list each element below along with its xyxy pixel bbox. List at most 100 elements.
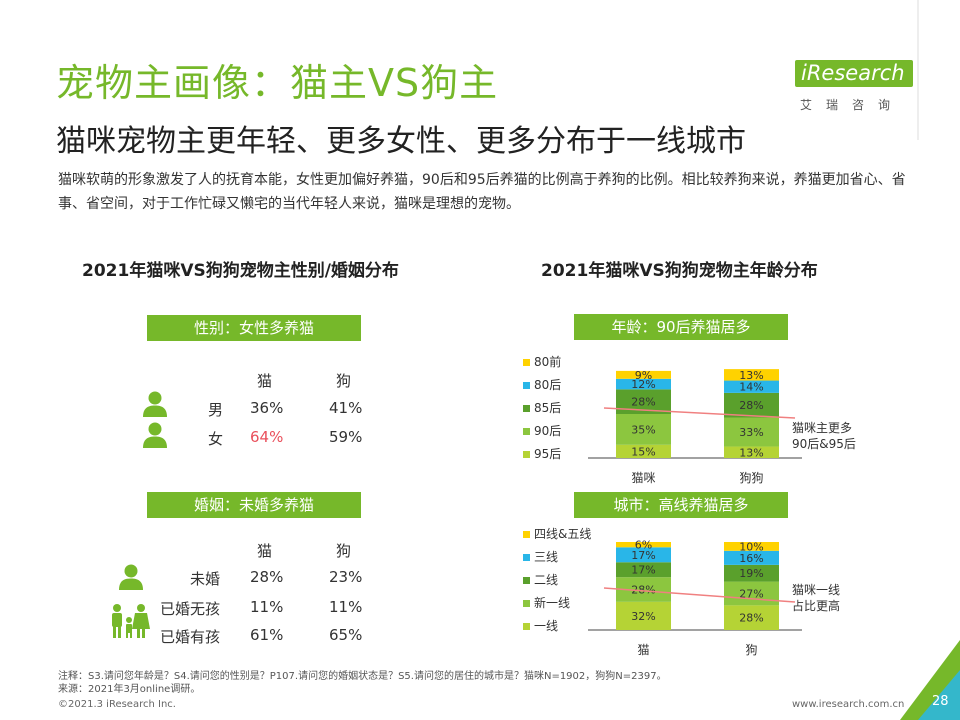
bar-segment (616, 444, 671, 458)
annotation-text: 猫咪一线 (792, 583, 840, 597)
gender-female-cat-highlight: 64% (250, 428, 284, 446)
marriage-withchild-cat: 61% (250, 626, 284, 644)
data-label: 14% (739, 381, 763, 394)
bar-segment (724, 392, 779, 418)
bar-segment (724, 564, 779, 582)
legend-label: 90后 (534, 424, 561, 438)
legend-swatch (523, 577, 530, 584)
gender-row-label: 女 (208, 430, 224, 448)
single-person-icon (119, 564, 143, 590)
data-label: 17% (631, 549, 655, 562)
category-label: 狗 (745, 643, 757, 657)
legend-label: 四线&五线 (534, 527, 591, 541)
data-label: 27% (739, 587, 763, 600)
legend-swatch (523, 405, 530, 412)
gender-female-dog: 59% (329, 428, 363, 446)
data-label: 16% (739, 552, 763, 565)
legend-swatch (523, 600, 530, 607)
bar-segment (616, 562, 671, 578)
legend-swatch (523, 382, 530, 389)
legend-label: 二线 (534, 573, 558, 587)
female-person-icon (143, 422, 167, 448)
data-label: 12% (631, 378, 655, 391)
bar-segment (616, 378, 671, 390)
data-label: 19% (739, 567, 763, 580)
marriage-row-label: 已婚无孩 (160, 600, 221, 618)
category-label: 猫咪 (631, 471, 655, 485)
comparison-line (603, 587, 796, 603)
gender-col-dog: 狗 (336, 372, 352, 390)
bar-segment (724, 417, 779, 447)
iresearch-logo: iResearch (795, 60, 913, 87)
marriage-col-dog: 狗 (336, 542, 352, 560)
marriage-col-cat: 猫 (257, 542, 273, 560)
data-label: 15% (631, 445, 655, 458)
marriage-unmarried-cat: 28% (250, 568, 284, 586)
category-label: 猫 (637, 643, 649, 657)
bar-segment (616, 370, 671, 379)
copyright: ©2021.3 iResearch Inc. (58, 699, 176, 710)
bar-segment (616, 547, 671, 563)
bar-segment (616, 414, 671, 445)
data-label: 10% (739, 540, 763, 553)
legend-label: 80后 (534, 378, 561, 392)
legend-label: 一线 (534, 619, 558, 633)
data-label: 13% (739, 369, 763, 382)
annotation-text: 90后&95后 (792, 437, 856, 451)
marriage-row-label: 已婚有孩 (160, 628, 221, 646)
gender-col-cat: 猫 (257, 372, 273, 390)
legend-label: 三线 (534, 550, 558, 564)
source-note: 来源：2021年3月online调研。 (58, 684, 201, 695)
marriage-unmarried-dog: 23% (329, 568, 363, 586)
website-url: www.iresearch.com.cn (792, 699, 905, 710)
page-title: 宠物主画像：猫主VS狗主 (56, 61, 499, 105)
male-person-icon (143, 391, 167, 417)
marriage-banner: 婚姻：未婚多养猫 (147, 492, 361, 518)
city-banner: 城市：高线养猫居多 (574, 492, 788, 518)
legend-swatch (523, 554, 530, 561)
legend-label: 80前 (534, 354, 561, 369)
marriage-nochild-cat: 11% (250, 598, 284, 616)
data-label: 33% (739, 426, 763, 439)
city-stacked-bar-chart: 四线&五线三线二线新一线一线32%28%17%17%6%猫28%27%19%16… (523, 527, 840, 657)
comparison-line (603, 407, 796, 419)
bar-segment (616, 542, 671, 548)
gender-banner: 性别：女性多养猫 (147, 315, 361, 341)
data-label: 28% (631, 396, 655, 409)
bar-segment (724, 446, 779, 458)
left-section-title: 2021年猫咪VS狗狗宠物主性别/婚姻分布 (82, 261, 399, 281)
intro-paragraph: 猫咪软萌的形象激发了人的抚育本能，女性更加偏好养猫，90后和95后养猫的比例高于… (58, 172, 906, 212)
decorative-line (917, 0, 919, 140)
data-label: 13% (739, 446, 763, 459)
gender-male-dog: 41% (329, 399, 363, 417)
legend-label: 85后 (534, 401, 561, 415)
legend-label: 新一线 (534, 595, 570, 610)
category-label: 狗狗 (739, 471, 763, 485)
legend-label: 95后 (534, 447, 561, 461)
legend-swatch (523, 531, 530, 538)
page-subtitle: 猫咪宠物主更年轻、更多女性、更多分布于一线城市 (56, 124, 746, 159)
legend-swatch (523, 451, 530, 458)
footnote: 注释：S3.请问您年龄是？S4.请问您的性别是？P107.请问您的婚姻状态是？S… (58, 671, 667, 682)
age-banner: 年龄：90后养猫居多 (574, 314, 788, 340)
bar-segment (724, 369, 779, 381)
gender-row-label: 男 (208, 401, 224, 419)
family-icon (112, 604, 150, 638)
annotation-text: 猫咪主更多 (792, 421, 852, 435)
right-section-title: 2021年猫咪VS狗狗宠物主年龄分布 (541, 261, 818, 281)
annotation-text: 占比更高 (792, 598, 840, 613)
page-number: 28 (932, 694, 949, 709)
data-label: 9% (635, 369, 652, 382)
bar-segment (724, 550, 779, 565)
data-label: 6% (635, 539, 652, 552)
data-label: 35% (631, 423, 655, 436)
data-label: 28% (631, 584, 655, 597)
legend-swatch (523, 428, 530, 435)
data-label: 28% (739, 612, 763, 625)
bar-segment (724, 542, 779, 551)
iresearch-logo-cn: 艾瑞咨询 (800, 98, 905, 112)
bar-segment (724, 380, 779, 393)
data-label: 32% (631, 610, 655, 623)
bar-segment (724, 605, 779, 630)
marriage-nochild-dog: 11% (329, 598, 363, 616)
